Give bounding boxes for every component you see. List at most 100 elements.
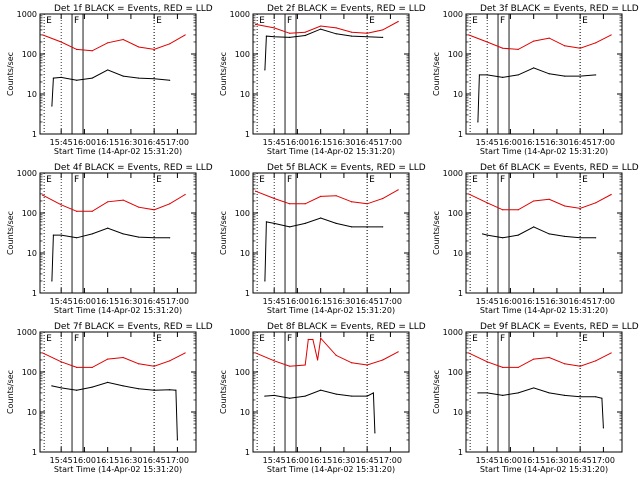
- x-tick-label: 16:45: [143, 138, 166, 147]
- x-tick-label: 17:00: [166, 456, 189, 465]
- y-tick-label: 1000: [17, 10, 37, 19]
- y-tick-label: 1: [245, 448, 250, 457]
- data-point-events: [579, 75, 581, 77]
- y-axis-label: Counts/sec: [432, 370, 441, 414]
- data-point-events: [60, 76, 62, 79]
- data-point-events: [91, 386, 93, 388]
- x-tick-label: 17:00: [379, 297, 402, 306]
- data-point-lld: [579, 207, 581, 210]
- y-tick-label: 100: [448, 50, 463, 59]
- x-tick-label: 17:00: [592, 138, 615, 147]
- data-point-events: [335, 33, 337, 35]
- x-tick-label: 16:15: [309, 138, 332, 147]
- data-point-lld: [289, 32, 291, 34]
- series-line-events: [51, 227, 170, 282]
- data-point-events: [517, 392, 519, 394]
- data-point-events: [91, 77, 93, 79]
- data-point-events: [481, 233, 484, 235]
- plot-frame: [39, 172, 197, 294]
- marker-label: E: [472, 175, 478, 185]
- data-point-events: [502, 394, 504, 397]
- data-point-events: [502, 237, 504, 239]
- data-point-lld: [138, 46, 140, 48]
- data-point-lld: [382, 29, 384, 31]
- marker-label: E: [156, 175, 162, 185]
- data-point-lld: [289, 365, 291, 367]
- series-line-lld: [255, 337, 399, 367]
- data-point-events: [289, 397, 291, 399]
- data-point-lld: [304, 31, 306, 33]
- x-tick-label: 16:30: [545, 138, 568, 147]
- data-point-lld: [366, 203, 368, 205]
- x-tick-label: 16:30: [119, 297, 142, 306]
- data-point-lld: [138, 363, 140, 365]
- y-tick-label: 1: [32, 130, 37, 139]
- det-panel-7: Det 7f BLACK = Events, RED = LLD 1 10 100 10…: [6, 322, 213, 474]
- data-point-events: [153, 389, 155, 391]
- series-line-lld: [42, 352, 186, 368]
- data-point-events: [533, 67, 535, 69]
- data-point-lld: [304, 364, 306, 366]
- panel-title: Det 6f BLACK = Events, RED = LLD: [480, 163, 639, 173]
- y-tick-label: 1: [245, 130, 250, 139]
- data-point-events: [502, 76, 504, 79]
- data-point-lld: [579, 47, 581, 49]
- series-line-lld: [468, 352, 612, 368]
- data-point-lld: [610, 34, 612, 36]
- y-tick-label: 10: [240, 408, 250, 417]
- marker-label: F: [287, 16, 292, 26]
- data-point-events: [153, 237, 155, 239]
- data-point-lld: [107, 42, 109, 44]
- y-tick-label: 10: [240, 90, 250, 99]
- data-point-events: [273, 394, 275, 397]
- data-point-events: [107, 381, 109, 383]
- x-tick-label: 15:45: [476, 456, 499, 465]
- data-point-lld: [548, 37, 550, 39]
- x-tick-label: 17:00: [592, 297, 615, 306]
- data-point-lld: [335, 354, 337, 357]
- data-point-events: [477, 392, 479, 394]
- data-point-events: [602, 427, 605, 429]
- y-tick-label: 100: [235, 209, 250, 218]
- data-point-lld: [517, 209, 519, 211]
- data-point-events: [320, 28, 322, 30]
- marker-label: E: [156, 16, 162, 26]
- data-point-events: [107, 69, 109, 71]
- data-point-lld: [153, 209, 155, 211]
- data-point-lld: [382, 197, 384, 200]
- panel-title: Det 2f BLACK = Events, RED = LLD: [267, 4, 426, 14]
- data-point-events: [138, 236, 140, 238]
- marker-label: F: [74, 16, 79, 26]
- x-tick-label: 17:00: [379, 138, 402, 147]
- data-point-events: [486, 74, 488, 76]
- data-point-events: [366, 226, 368, 228]
- data-point-lld: [502, 366, 504, 369]
- data-point-events: [265, 35, 268, 37]
- x-tick-label: 16:00: [499, 456, 522, 465]
- data-point-lld: [169, 203, 171, 205]
- series-line-events: [51, 381, 178, 441]
- data-point-lld: [467, 193, 470, 195]
- x-axis-label: Start Time (14-Apr-02 15:31:20): [480, 147, 608, 156]
- plot-frame: [465, 172, 623, 294]
- x-tick-label: 16:30: [119, 138, 142, 147]
- x-tick-label: 16:00: [499, 138, 522, 147]
- data-point-events: [107, 227, 109, 229]
- data-point-events: [579, 237, 581, 239]
- data-point-events: [76, 389, 78, 391]
- x-tick-label: 16:00: [73, 456, 96, 465]
- data-point-events: [169, 389, 171, 391]
- y-axis-label: Counts/sec: [6, 211, 15, 255]
- data-point-lld: [502, 47, 504, 49]
- y-tick-label: 1: [245, 289, 250, 298]
- data-point-events: [320, 217, 322, 219]
- y-tick-label: 1000: [230, 10, 250, 19]
- data-point-lld: [184, 193, 186, 196]
- x-axis-label: Start Time (14-Apr-02 15:31:20): [480, 465, 608, 474]
- y-tick-label: 1000: [17, 169, 37, 178]
- data-point-lld: [76, 366, 78, 369]
- series-line-lld: [468, 34, 612, 50]
- data-point-events: [548, 233, 550, 235]
- data-point-lld: [382, 359, 384, 361]
